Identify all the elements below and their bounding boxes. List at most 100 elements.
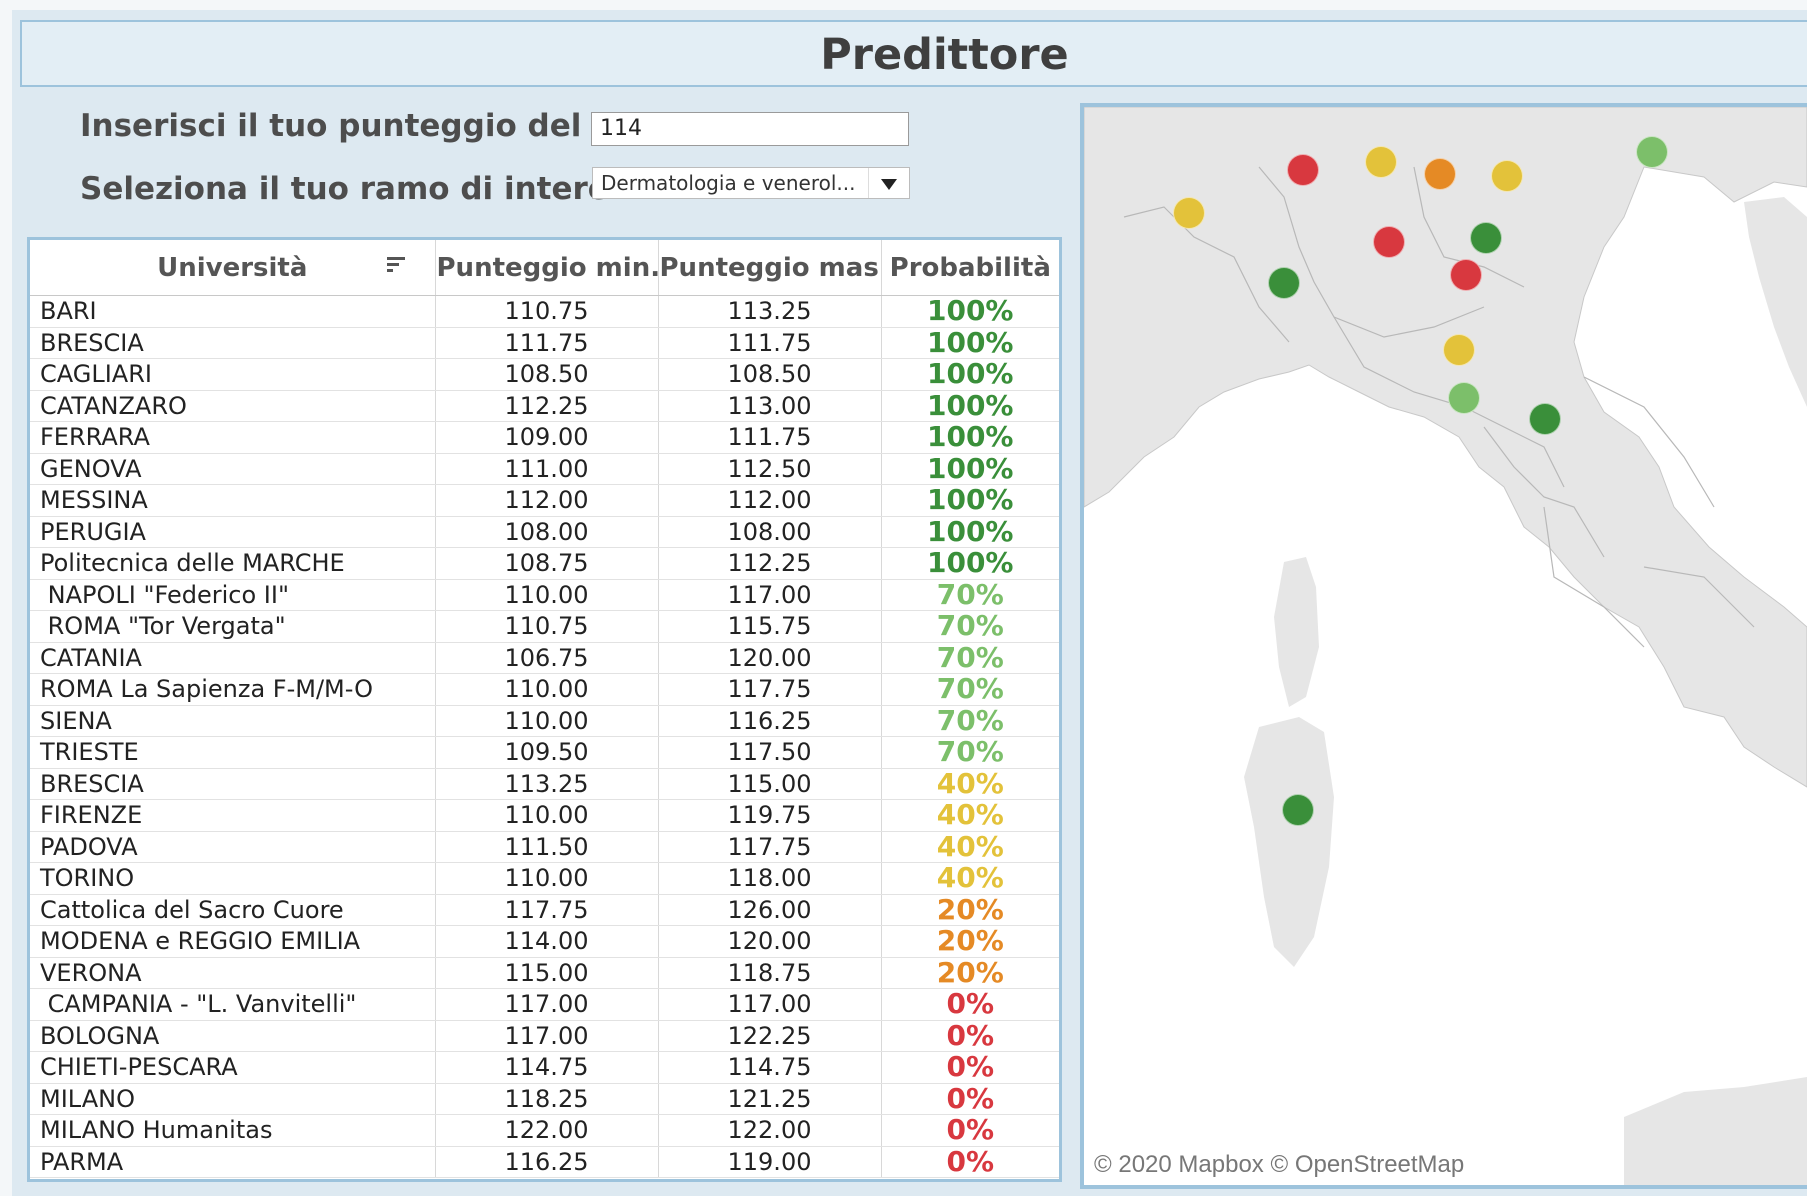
table-row[interactable]: PARMA 116.25 119.00 0%: [30, 1146, 1059, 1178]
probability-cell: 100%: [881, 547, 1059, 580]
probability-cell: 40%: [881, 831, 1059, 863]
table-row[interactable]: Politecnica delle MARCHE 108.75 112.25 100%: [30, 547, 1059, 580]
probability-cell: 100%: [881, 453, 1059, 485]
university-cell: Cattolica del Sacro Cuore: [30, 894, 436, 926]
table-row[interactable]: MESSINA 112.00 112.00 100%: [30, 484, 1059, 517]
table-row[interactable]: ROMA La Sapienza F-M/M-O 110.00 117.75 70%: [30, 673, 1059, 706]
table-row[interactable]: MILANO 118.25 121.25 0%: [30, 1083, 1059, 1115]
university-cell: TRIESTE: [30, 736, 436, 769]
probability-cell: 20%: [881, 925, 1059, 958]
table-row[interactable]: CHIETI-PESCARA 114.75 114.75 0%: [30, 1051, 1059, 1084]
table-row[interactable]: FIRENZE 110.00 119.75 40%: [30, 799, 1059, 832]
min-score-cell: 114.75: [435, 1051, 659, 1084]
branch-parameter-label: Seleziona il tuo ramo di intere..: [80, 171, 633, 207]
table-row[interactable]: TRIESTE 109.50 117.50 70%: [30, 736, 1059, 769]
column-header-university[interactable]: Università: [30, 240, 436, 296]
table-row[interactable]: CAMPANIA - "L. Vanvitelli" 117.00 117.00 0%: [30, 988, 1059, 1021]
max-score-cell: 119.00: [658, 1146, 882, 1178]
map-marker[interactable]: [1491, 160, 1523, 192]
probability-cell: 40%: [881, 768, 1059, 800]
min-score-cell: 108.50: [435, 358, 659, 391]
table-row[interactable]: BOLOGNA 117.00 122.25 0%: [30, 1020, 1059, 1052]
probability-cell: 100%: [881, 390, 1059, 422]
column-header-probability[interactable]: Probabilità: [881, 240, 1059, 296]
min-score-cell: 114.00: [435, 925, 659, 958]
min-score-cell: 113.25: [435, 768, 659, 800]
min-score-cell: 110.75: [435, 295, 659, 328]
university-cell: CAGLIARI: [30, 358, 436, 391]
university-cell: MILANO Humanitas: [30, 1114, 436, 1147]
column-header-label: Università: [157, 252, 308, 283]
table-row[interactable]: TORINO 110.00 118.00 40%: [30, 862, 1059, 895]
university-cell: VERONA: [30, 957, 436, 989]
probability-cell: 100%: [881, 358, 1059, 391]
university-cell: PERUGIA: [30, 516, 436, 548]
table-row[interactable]: BRESCIA 113.25 115.00 40%: [30, 768, 1059, 800]
table-row[interactable]: CAGLIARI 108.50 108.50 100%: [30, 358, 1059, 391]
min-score-cell: 115.00: [435, 957, 659, 989]
page-title: Predittore: [820, 30, 1069, 80]
map-marker[interactable]: [1470, 222, 1502, 254]
probability-cell: 70%: [881, 610, 1059, 643]
max-score-cell: 116.25: [658, 705, 882, 737]
table-row[interactable]: CATANIA 106.75 120.00 70%: [30, 642, 1059, 674]
table-row[interactable]: MILANO Humanitas 122.00 122.00 0%: [30, 1114, 1059, 1147]
max-score-cell: 111.75: [658, 327, 882, 359]
italy-map[interactable]: [1084, 107, 1807, 1189]
table-row[interactable]: Cattolica del Sacro Cuore 117.75 126.00 20%: [30, 894, 1059, 926]
map-marker[interactable]: [1529, 403, 1561, 435]
map-land-corsica: [1274, 557, 1319, 707]
probability-cell: 0%: [881, 1083, 1059, 1115]
score-input[interactable]: 114: [591, 112, 909, 146]
probability-cell: 100%: [881, 327, 1059, 359]
map-marker[interactable]: [1173, 197, 1205, 229]
map-marker[interactable]: [1424, 158, 1456, 190]
probability-cell: 100%: [881, 516, 1059, 548]
table-row[interactable]: CATANZARO 112.25 113.00 100%: [30, 390, 1059, 422]
map-marker[interactable]: [1373, 226, 1405, 258]
table-row[interactable]: VERONA 115.00 118.75 20%: [30, 957, 1059, 989]
max-score-cell: 108.50: [658, 358, 882, 391]
max-score-cell: 118.00: [658, 862, 882, 895]
map-marker[interactable]: [1365, 146, 1397, 178]
table-row[interactable]: PADOVA 111.50 117.75 40%: [30, 831, 1059, 863]
column-header-max-score[interactable]: Punteggio mas..: [658, 240, 882, 296]
map-marker[interactable]: [1443, 334, 1475, 366]
column-header-min-score[interactable]: Punteggio min..: [435, 240, 659, 296]
probability-cell: 0%: [881, 988, 1059, 1021]
chevron-down-icon[interactable]: [881, 179, 897, 190]
probability-cell: 70%: [881, 642, 1059, 674]
table-row[interactable]: SIENA 110.00 116.25 70%: [30, 705, 1059, 737]
max-score-cell: 117.00: [658, 579, 882, 611]
table-row[interactable]: MODENA e REGGIO EMILIA 114.00 120.00 20%: [30, 925, 1059, 958]
map-marker[interactable]: [1636, 136, 1668, 168]
map-panel[interactable]: © 2020 Mapbox © OpenStreetMap: [1080, 103, 1807, 1189]
probability-cell: 40%: [881, 799, 1059, 832]
max-score-cell: 122.00: [658, 1114, 882, 1147]
min-score-cell: 111.00: [435, 453, 659, 485]
map-marker[interactable]: [1448, 382, 1480, 414]
probability-cell: 70%: [881, 673, 1059, 706]
university-cell: ROMA La Sapienza F-M/M-O: [30, 673, 436, 706]
branch-select[interactable]: Dermatologia e venerol...: [592, 167, 910, 199]
select-divider: [868, 168, 869, 198]
map-marker[interactable]: [1268, 267, 1300, 299]
table-row[interactable]: BRESCIA 111.75 111.75 100%: [30, 327, 1059, 359]
table-row[interactable]: ROMA "Tor Vergata" 110.75 115.75 70%: [30, 610, 1059, 643]
table-row[interactable]: NAPOLI "Federico II" 110.00 117.00 70%: [30, 579, 1059, 611]
table-row[interactable]: FERRARA 109.00 111.75 100%: [30, 421, 1059, 454]
max-score-cell: 121.25: [658, 1083, 882, 1115]
max-score-cell: 120.00: [658, 642, 882, 674]
map-marker[interactable]: [1287, 154, 1319, 186]
university-cell: FERRARA: [30, 421, 436, 454]
map-marker[interactable]: [1282, 794, 1314, 826]
map-attribution: © 2020 Mapbox © OpenStreetMap: [1094, 1151, 1465, 1178]
table-row[interactable]: PERUGIA 108.00 108.00 100%: [30, 516, 1059, 548]
table-row[interactable]: GENOVA 111.00 112.50 100%: [30, 453, 1059, 485]
max-score-cell: 117.00: [658, 988, 882, 1021]
table-row[interactable]: BARI 110.75 113.25 100%: [30, 295, 1059, 328]
max-score-cell: 113.25: [658, 295, 882, 328]
max-score-cell: 112.50: [658, 453, 882, 485]
map-marker[interactable]: [1450, 259, 1482, 291]
sort-icon[interactable]: [386, 257, 405, 273]
